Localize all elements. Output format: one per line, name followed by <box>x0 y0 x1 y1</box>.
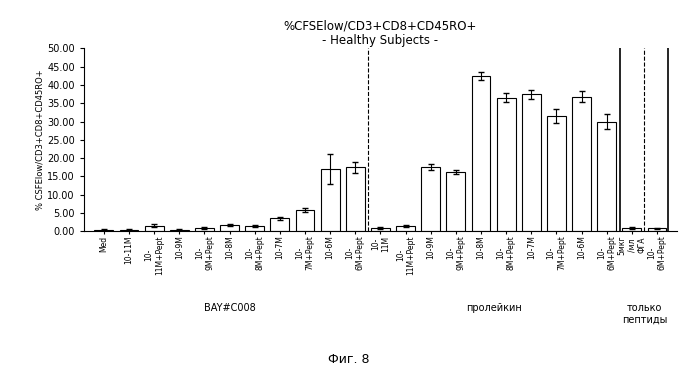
Bar <box>346 167 364 231</box>
Bar <box>270 219 289 231</box>
Bar <box>623 228 641 231</box>
Bar <box>572 97 591 231</box>
Text: пролейкин: пролейкин <box>466 304 521 313</box>
Bar <box>371 228 390 231</box>
Bar <box>195 228 214 231</box>
Bar <box>320 169 339 231</box>
Bar <box>547 116 566 231</box>
Bar <box>295 210 314 231</box>
Y-axis label: % CSFElow/CD3+CD8+CD45RO+: % CSFElow/CD3+CD8+CD45RO+ <box>35 69 44 210</box>
Bar <box>648 228 667 231</box>
Text: только
пептиды: только пептиды <box>622 304 667 325</box>
Bar <box>220 225 239 231</box>
Bar <box>472 76 491 231</box>
Title: %CFSElow/CD3+CD8+CD45RO+
- Healthy Subjects -: %CFSElow/CD3+CD8+CD45RO+ - Healthy Subje… <box>283 19 477 47</box>
Bar <box>119 230 138 231</box>
Bar <box>396 226 415 231</box>
Bar <box>144 226 163 231</box>
Text: Фиг. 8: Фиг. 8 <box>328 352 370 366</box>
Bar <box>94 230 113 231</box>
Bar <box>447 172 466 231</box>
Bar <box>422 167 440 231</box>
Bar <box>245 226 264 231</box>
Bar <box>522 94 541 231</box>
Text: BAY#C008: BAY#C008 <box>204 304 255 313</box>
Bar <box>497 98 516 231</box>
Bar <box>170 230 188 231</box>
Bar <box>597 122 616 231</box>
